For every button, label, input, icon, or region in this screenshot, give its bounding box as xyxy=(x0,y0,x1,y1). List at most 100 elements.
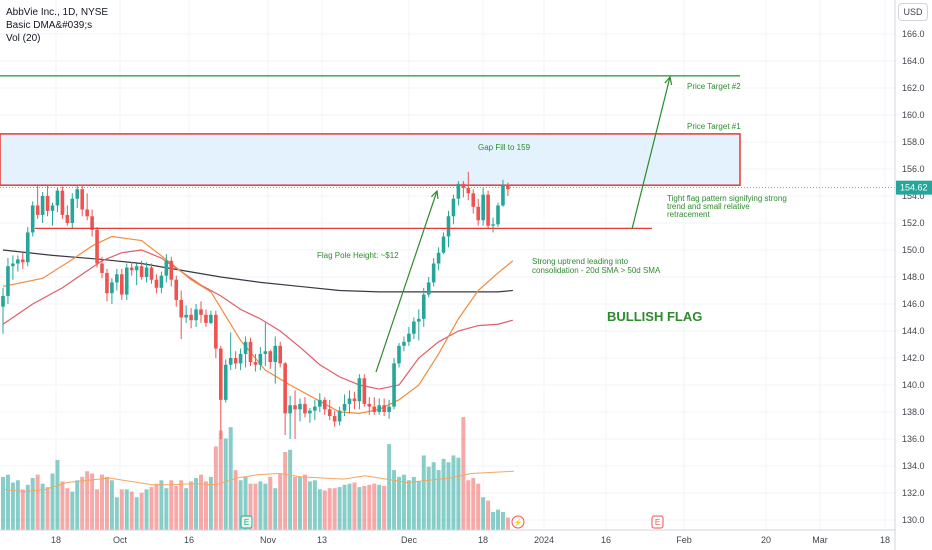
x-tick-label: 16 xyxy=(601,535,611,545)
currency-button[interactable]: USD xyxy=(898,3,928,21)
volume-ma xyxy=(2,470,514,493)
current-price-text: 154.62 xyxy=(900,183,928,193)
x-tick-label: 18 xyxy=(478,535,488,545)
volume-bar xyxy=(471,478,476,530)
candle-body xyxy=(11,263,15,267)
y-tick-label: 162.0 xyxy=(902,83,925,93)
volume-bar xyxy=(268,476,273,530)
volume-bar xyxy=(436,470,441,530)
volume-bar xyxy=(332,488,337,530)
candle-body xyxy=(288,405,292,414)
current-price-tag xyxy=(896,180,932,195)
y-tick-label: 144.0 xyxy=(902,326,925,336)
volume-bar xyxy=(164,488,169,530)
y-tick-label: 148.0 xyxy=(902,272,925,282)
candle-body xyxy=(431,263,436,283)
volume-bar xyxy=(426,466,431,530)
earnings-marker-upcoming[interactable]: E xyxy=(651,515,664,529)
candle-body xyxy=(456,183,461,199)
candle-body xyxy=(298,403,302,410)
volume-bar xyxy=(337,487,342,530)
volume-bar xyxy=(491,511,496,530)
candle-body xyxy=(436,252,441,264)
candle-body xyxy=(337,410,342,422)
candle-body xyxy=(115,274,119,283)
volume-bar xyxy=(421,455,426,530)
volume-bar xyxy=(189,481,194,530)
candle-body xyxy=(293,405,297,410)
volume-bar xyxy=(317,489,322,530)
candle-body xyxy=(70,198,75,223)
candle-body xyxy=(278,345,282,364)
candle-body xyxy=(258,353,263,365)
volume-bar xyxy=(119,489,124,530)
y-tick-label: 136.0 xyxy=(902,434,925,444)
y-tick-label: 150.0 xyxy=(902,245,925,255)
candle-body xyxy=(144,267,149,277)
indicator-dma[interactable]: Basic DMA&#039;s xyxy=(6,20,93,31)
y-tick-label: 134.0 xyxy=(902,461,925,471)
volume-bar xyxy=(179,480,184,530)
time-axis: 18 Oct 16 Nov 13 Dec 18 2024 16 Feb 20 Mar 18 xyxy=(0,529,895,545)
candle-body xyxy=(154,279,159,288)
moving-averages xyxy=(2,235,514,414)
sma-200-line xyxy=(2,249,513,293)
tight-flag-line-2: trend and small relative xyxy=(667,202,750,211)
target-arrow xyxy=(631,76,671,230)
volume-bar xyxy=(307,481,312,530)
volume-bar xyxy=(476,483,481,530)
candle-body xyxy=(347,398,352,404)
candle-body xyxy=(367,403,372,407)
candle-body xyxy=(204,314,208,323)
candle-body xyxy=(124,267,129,295)
earnings-marker[interactable]: E xyxy=(240,515,253,529)
volume-bar xyxy=(90,473,95,530)
candle-body xyxy=(322,399,327,410)
volume-bar xyxy=(288,449,293,530)
candle-body xyxy=(471,193,476,207)
symbol-title[interactable]: AbbVie Inc., 1D, NYSE xyxy=(6,7,109,18)
candle-body xyxy=(139,266,144,277)
candle-body xyxy=(95,229,99,264)
chart-grid xyxy=(0,0,895,530)
candle-body xyxy=(501,185,505,206)
volume-bar xyxy=(223,438,228,530)
candle-body xyxy=(16,259,20,264)
candle-body xyxy=(90,216,94,230)
dividend-icon[interactable]: ⚡ xyxy=(511,515,525,529)
volume-bar xyxy=(302,474,307,530)
candle-body xyxy=(243,341,248,354)
sma-50-line xyxy=(2,249,514,390)
volume-bar xyxy=(70,491,75,530)
volume-bar xyxy=(25,484,30,530)
volume-bar xyxy=(431,462,436,530)
candle-body xyxy=(21,259,25,263)
volume-bars xyxy=(1,417,510,530)
volume-bar xyxy=(95,489,100,530)
indicator-volume[interactable]: Vol (20) xyxy=(6,33,41,44)
y-tick-label: 130.0 xyxy=(902,515,925,525)
volume-bar xyxy=(253,483,258,530)
volume-bar xyxy=(109,480,114,530)
volume-bar xyxy=(129,491,134,530)
candlestick-series xyxy=(1,171,510,439)
volume-bar xyxy=(30,478,35,530)
candle-body xyxy=(50,205,55,211)
y-tick-label: 140.0 xyxy=(902,380,925,390)
volume-bar xyxy=(238,480,243,530)
price-target-2-label: Price Target #2 xyxy=(687,82,741,91)
candle-body xyxy=(308,410,312,414)
volume-bar xyxy=(283,452,288,530)
candle-body xyxy=(40,196,45,215)
volume-bar xyxy=(134,497,139,530)
candle-body xyxy=(233,358,238,364)
volume-bar xyxy=(367,484,372,530)
svg-text:E: E xyxy=(655,518,660,527)
volume-bar xyxy=(401,474,406,530)
volume-bar xyxy=(322,490,327,530)
x-tick-label: 20 xyxy=(761,535,771,545)
candle-body xyxy=(169,260,174,280)
y-tick-label: 132.0 xyxy=(902,488,925,498)
volume-bar xyxy=(144,489,149,530)
